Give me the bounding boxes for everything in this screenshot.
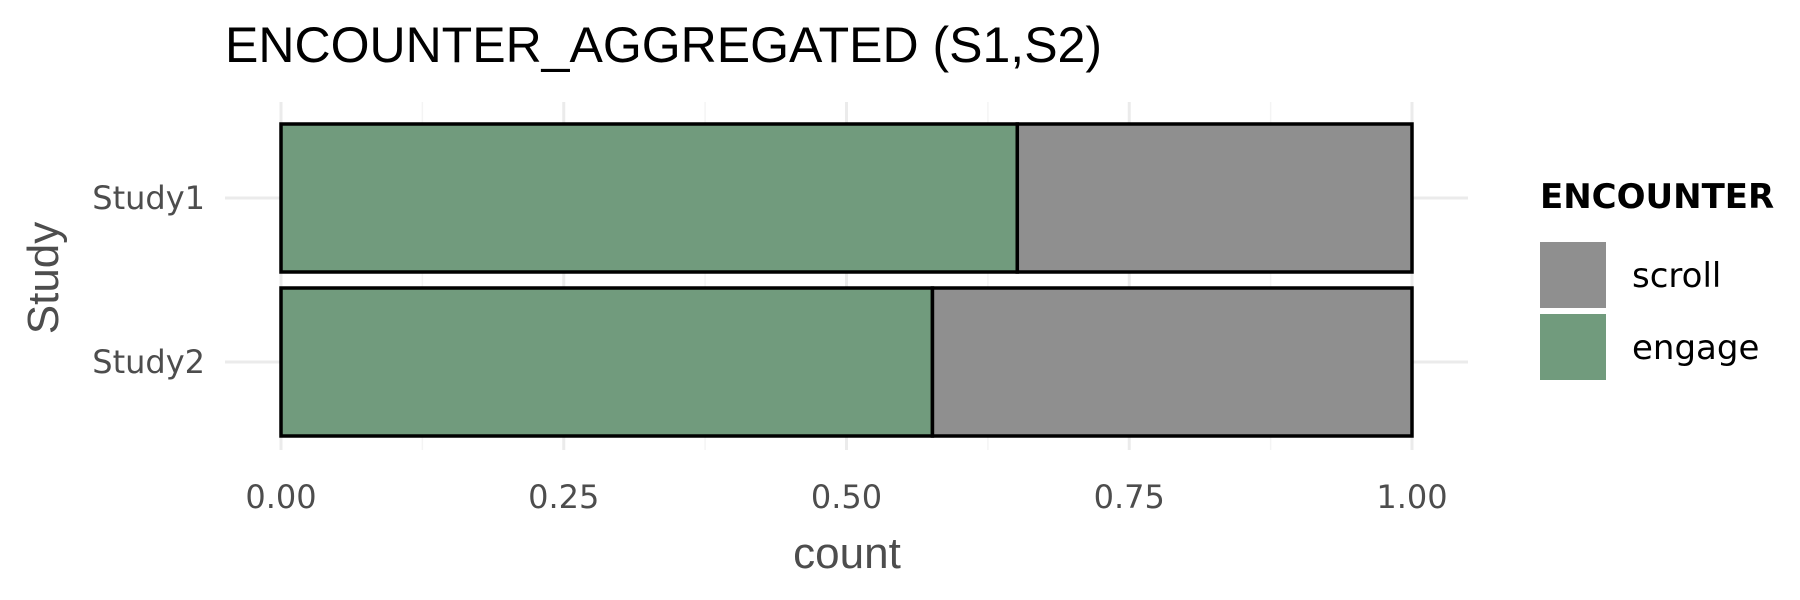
legend-label-scroll: scroll xyxy=(1632,256,1721,296)
chart-title: ENCOUNTER_AGGREGATED (S1,S2) xyxy=(225,17,1102,73)
x-tick-label: 0.25 xyxy=(528,478,599,516)
bar-scroll-study2 xyxy=(930,286,1414,438)
legend: ENCOUNTER scroll engage xyxy=(1540,177,1774,380)
bar-engage-study2 xyxy=(279,286,935,438)
tick-labels: Study1 Study2 0.00 0.25 0.50 0.75 1.00 xyxy=(92,179,1447,516)
x-tick-label: 0.75 xyxy=(1094,478,1165,516)
bars xyxy=(279,122,1414,438)
x-tick-label: 0.00 xyxy=(245,478,316,516)
legend-key-scroll xyxy=(1540,242,1606,308)
legend-items: scroll engage xyxy=(1540,242,1759,380)
x-axis-title: count xyxy=(793,529,901,578)
y-tick-label: Study2 xyxy=(92,343,205,381)
y-tick-label: Study1 xyxy=(92,179,205,217)
legend-title: ENCOUNTER xyxy=(1540,177,1774,217)
legend-key-engage xyxy=(1540,314,1606,380)
legend-label-engage: engage xyxy=(1632,328,1759,368)
y-axis-title: Study xyxy=(19,222,68,335)
x-tick-label: 1.00 xyxy=(1376,478,1447,516)
x-tick-label: 0.50 xyxy=(811,478,882,516)
bar-engage-study1 xyxy=(279,122,1020,274)
bar-scroll-study1 xyxy=(1015,122,1414,274)
